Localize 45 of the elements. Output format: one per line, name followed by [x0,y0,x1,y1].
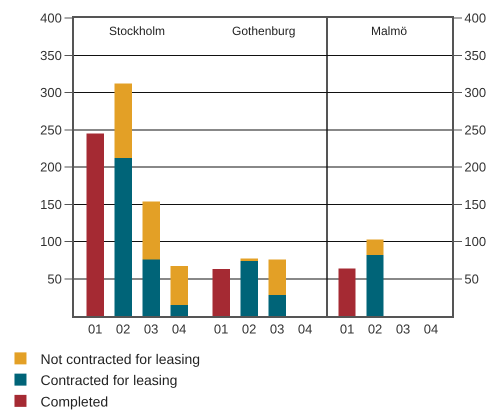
x-tick-label: 01 [340,321,354,336]
y-tick-label: 100 [464,234,486,250]
y-tick-label: 250 [40,122,62,138]
y-tick-label: 100 [40,234,62,250]
bar [114,158,132,316]
x-tick-label: 02 [242,321,256,336]
y-tick-label: 200 [40,160,62,175]
bar [142,201,160,260]
bar [114,84,132,158]
y-tick-label: 400 [464,10,486,26]
bar [170,266,188,305]
y-tick-label: 150 [40,196,62,212]
y-tick-label: 200 [464,160,486,175]
x-tick-label: 04 [172,321,186,336]
x-tick-label: 03 [144,321,158,336]
text: Gothenburg [232,24,296,38]
bar [212,269,230,316]
x-tick-label: 04 [298,321,312,336]
x-tick-label: 03 [270,321,284,336]
bar [86,133,104,316]
bar [268,295,286,316]
legend-label: Completed [40,393,108,410]
text: Stockholm [109,24,166,38]
bar [142,259,160,316]
text: Malmö [371,24,408,38]
y-tick-label: 50 [47,271,62,286]
bar [268,259,286,296]
bar [240,260,258,316]
y-tick-label: 50 [464,271,479,286]
y-tick-label: 350 [464,48,486,63]
y-tick-label: 400 [40,10,62,26]
x-tick-label: 02 [368,321,382,336]
x-tick-label: 01 [88,321,102,336]
legend-label: Contracted for leasing [40,372,178,388]
y-tick-label: 300 [464,85,486,100]
bar [170,304,188,316]
y-tick-label: 300 [40,85,62,100]
x-tick-label: 04 [424,321,438,336]
y-tick-label: 150 [464,196,486,212]
y-tick-label: 350 [40,48,62,63]
x-tick-label: 02 [116,321,130,336]
legend-label: Not contracted for leasing [40,350,200,367]
y-tick-label: 250 [464,122,486,138]
x-tick-label: 03 [396,321,410,336]
x-tick-label: 01 [214,321,228,336]
